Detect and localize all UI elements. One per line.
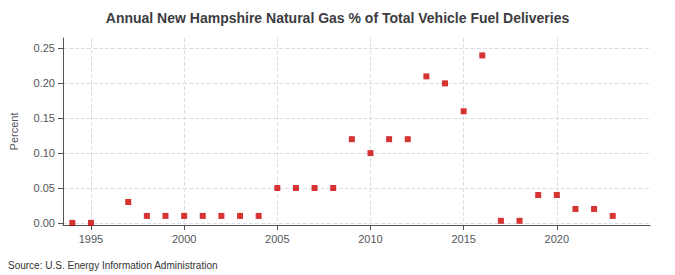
svg-text:2020: 2020 (545, 233, 569, 245)
svg-text:1995: 1995 (79, 233, 103, 245)
svg-text:Source: U.S. Energy Informatio: Source: U.S. Energy Information Administ… (8, 260, 218, 271)
svg-text:0.20: 0.20 (34, 77, 55, 89)
svg-text:0.15: 0.15 (34, 112, 55, 124)
svg-text:2000: 2000 (172, 233, 196, 245)
svg-text:Percent: Percent (8, 113, 20, 151)
svg-text:0.05: 0.05 (34, 182, 55, 194)
svg-text:0.25: 0.25 (34, 42, 55, 54)
svg-text:0.00: 0.00 (34, 217, 55, 229)
svg-text:0.10: 0.10 (34, 147, 55, 159)
svg-text:2015: 2015 (451, 233, 475, 245)
svg-text:2010: 2010 (358, 233, 382, 245)
svg-text:2005: 2005 (265, 233, 289, 245)
svg-text:Annual New Hampshire Natural G: Annual New Hampshire Natural Gas % of To… (106, 10, 570, 26)
